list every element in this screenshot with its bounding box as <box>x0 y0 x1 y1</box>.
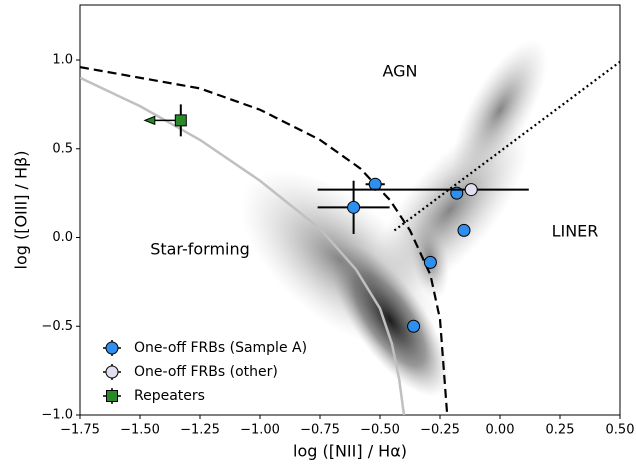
reference-curve <box>80 76 406 415</box>
point <box>174 114 187 127</box>
x-tick-label: −0.50 <box>360 423 400 438</box>
x-tick-label: −1.00 <box>240 423 280 438</box>
y-tick-label: −0.5 <box>41 319 73 334</box>
point <box>368 177 382 191</box>
annotation: LINER <box>552 222 599 241</box>
x-tick-label: −1.25 <box>180 423 220 438</box>
point <box>407 319 421 333</box>
density-background <box>240 39 548 397</box>
x-tick-label: 0.00 <box>486 423 515 438</box>
upper-limit-arrowhead <box>143 115 156 126</box>
y-tick-label: 0.5 <box>52 141 73 156</box>
point <box>106 390 118 402</box>
x-tick-label: −0.25 <box>420 423 460 438</box>
annotation: Star-forming <box>150 240 250 259</box>
annotation: AGN <box>382 62 417 81</box>
legend-label: One-off FRBs (other) <box>134 364 278 380</box>
point <box>105 341 119 355</box>
y-tick-label: −1.0 <box>41 408 73 423</box>
legend-label: Repeaters <box>134 388 205 404</box>
x-tick-label: −0.75 <box>300 423 340 438</box>
x-tick-label: −1.75 <box>60 423 100 438</box>
x-tick-label: −1.50 <box>120 423 160 438</box>
x-axis-label: log ([NII] / Hα) <box>293 442 407 461</box>
point <box>457 223 471 237</box>
y-tick-label: 1.0 <box>52 53 73 68</box>
point <box>464 183 478 197</box>
y-axis-label: log ([OIII] / Hβ) <box>12 151 31 270</box>
y-tick-label: 0.0 <box>52 230 73 245</box>
plot-frame <box>79 4 621 416</box>
reference-curve <box>393 60 620 232</box>
point <box>347 200 361 214</box>
x-tick-label: 0.25 <box>546 423 575 438</box>
point <box>105 365 119 379</box>
point <box>423 255 437 269</box>
x-tick-label: 0.50 <box>606 423 635 438</box>
legend-label: One-off FRBs (Sample A) <box>134 340 307 356</box>
